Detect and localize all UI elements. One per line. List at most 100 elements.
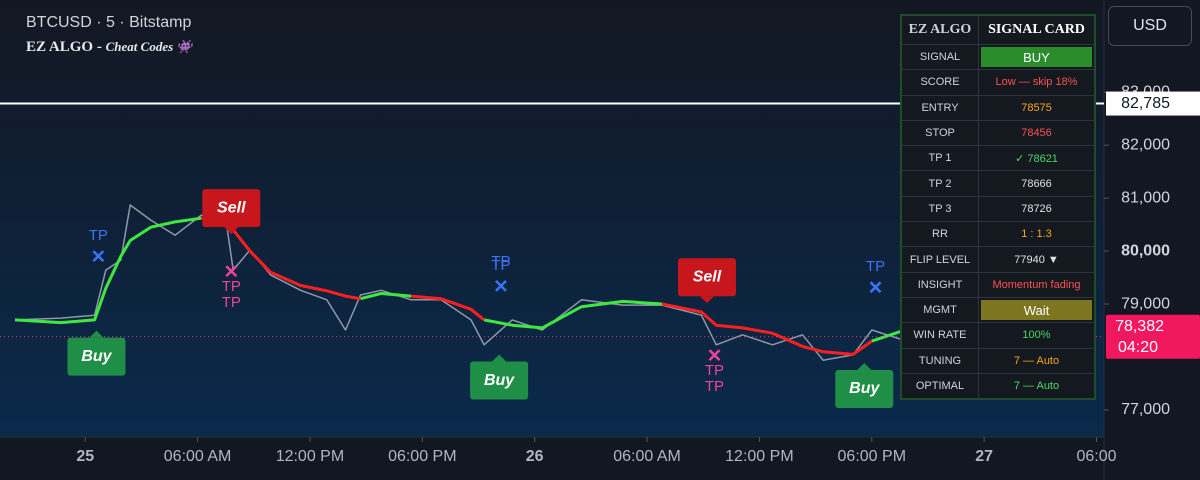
tp-label: TP [705, 362, 724, 379]
tp-label: TP [705, 378, 724, 395]
card-value: Momentum fading [992, 278, 1081, 291]
card-row: SIGNAL BUY [902, 44, 1094, 70]
card-value: 78575 [1021, 101, 1052, 114]
card-value: 78456 [1021, 127, 1052, 140]
signal-box [470, 361, 529, 400]
card-value: 78726 [1021, 202, 1052, 215]
card-row: TUNING 7 — Auto [902, 347, 1094, 373]
card-value: 7 — Auto [1013, 380, 1060, 392]
card-row: WIN RATE 100% [902, 322, 1094, 348]
signal-pointer [224, 227, 239, 235]
price-line-label-bg [1106, 91, 1200, 116]
card-label: TUNING [902, 348, 979, 373]
card-label: OPTIMAL [902, 373, 979, 399]
price-line-label: 82,785 [1121, 95, 1170, 112]
tp-label: TP [89, 227, 108, 244]
signal-text: Sell [693, 269, 722, 286]
indicator-title: EZ ALGO - [26, 39, 106, 55]
card-label: TP 1 [902, 146, 979, 171]
indicator-name: EZ ALGO - Cheat Codes 👾 [26, 39, 195, 55]
tp-cross [92, 250, 105, 263]
tp-label: TP [491, 257, 510, 274]
signal-text: Buy [849, 380, 880, 397]
x-tick-label: 25 [76, 448, 94, 465]
card-value: 1 : 1.3 [1021, 228, 1052, 241]
currency-button[interactable]: USD [1108, 6, 1192, 46]
signal-box [677, 258, 736, 297]
signal-text: Buy [484, 372, 515, 389]
card-value: ✓ 78621 [1015, 152, 1058, 165]
signal-box [67, 337, 126, 376]
card-label: TP 2 [902, 171, 979, 196]
card-header-cell: SIGNAL CARD [988, 22, 1085, 37]
tp-cross [225, 265, 238, 278]
signal-card: EZ ALGO SIGNAL CARD SIGNAL BUY SCORE Low — sk… [900, 14, 1096, 401]
card-label: FLIP LEVEL [902, 247, 979, 272]
tp-label: TP [866, 258, 885, 275]
card-row: MGMT Wait [902, 296, 1094, 323]
card-header: EZ ALGO SIGNAL CARD [902, 16, 1094, 44]
signal-pointer [699, 296, 714, 304]
card-row: TP 2 78666 [902, 170, 1094, 196]
card-row: TP 3 78726 [902, 195, 1094, 222]
tp-mark: TP [89, 227, 108, 263]
card-value: Wait [981, 299, 1092, 321]
signal-label: Buy [67, 330, 126, 376]
card-value: Low — skip 18% [995, 76, 1078, 89]
signal-label: Sell [202, 189, 261, 235]
countdown-label: 04:20 [1118, 339, 1158, 356]
indicator-subtitle: Cheat Codes 👾 [106, 39, 196, 54]
signal-box [835, 369, 894, 408]
card-header-cell: EZ ALGO [902, 16, 979, 44]
tp-cross [869, 281, 882, 294]
card-row: ENTRY 78575 [902, 94, 1094, 120]
x-tick-label: 26 [526, 448, 544, 465]
card-label: INSIGHT [902, 272, 979, 297]
card-label: TP 3 [902, 196, 979, 222]
card-label: RR [902, 222, 979, 247]
x-tick-label: 06:00 [1076, 448, 1116, 465]
signal-text: Sell [217, 199, 246, 216]
signal-label: Sell [677, 258, 736, 304]
x-tick-label: 27 [975, 448, 993, 465]
tp-cross [495, 280, 507, 292]
card-label: MGMT [902, 297, 979, 323]
card-row: RR 1 : 1.3 [902, 221, 1094, 247]
signal-label: Buy [835, 362, 894, 408]
trend-line [14, 216, 905, 343]
y-tick-label: 79,000 [1121, 295, 1170, 312]
card-label: SIGNAL [902, 45, 979, 70]
card-value: 78666 [1021, 177, 1052, 190]
signal-label: Buy [470, 354, 529, 400]
card-row: SCORE Low — skip 18% [902, 69, 1094, 95]
x-tick-label: 06:00 AM [613, 448, 681, 465]
card-value: 100% [1022, 329, 1051, 342]
symbol-title: BTCUSD · 5 · Bitstamp [26, 14, 191, 31]
y-tick-label: 77,000 [1121, 401, 1170, 418]
last-price-label: 78,382 [1115, 318, 1164, 335]
y-tick-label: 80,000 [1121, 242, 1170, 259]
card-label: STOP [902, 120, 979, 146]
signal-pointer [492, 354, 507, 362]
tp-label: TP [491, 253, 510, 270]
tp-label: TP [222, 278, 241, 295]
y-tick-label: 81,000 [1121, 189, 1170, 206]
card-row: TP 1 ✓ 78621 [902, 145, 1094, 171]
last-price-bg [1106, 314, 1200, 359]
x-tick-label: 12:00 PM [276, 448, 344, 465]
signal-text: Buy [81, 348, 112, 365]
x-tick-label: 06:00 PM [388, 448, 456, 465]
card-value: BUY [981, 47, 1092, 68]
card-value: 77940 ▼ [1014, 253, 1059, 266]
card-row: FLIP LEVEL 77940 ▼ [902, 246, 1094, 272]
card-row: INSIGHT Momentum fading [902, 271, 1094, 297]
tp-mark: TP [866, 258, 885, 294]
card-label: SCORE [902, 70, 979, 95]
x-tick-label: 06:00 AM [164, 448, 232, 465]
card-label: ENTRY [902, 95, 979, 120]
signal-pointer [857, 362, 872, 370]
x-tick-label: 06:00 PM [838, 448, 906, 465]
